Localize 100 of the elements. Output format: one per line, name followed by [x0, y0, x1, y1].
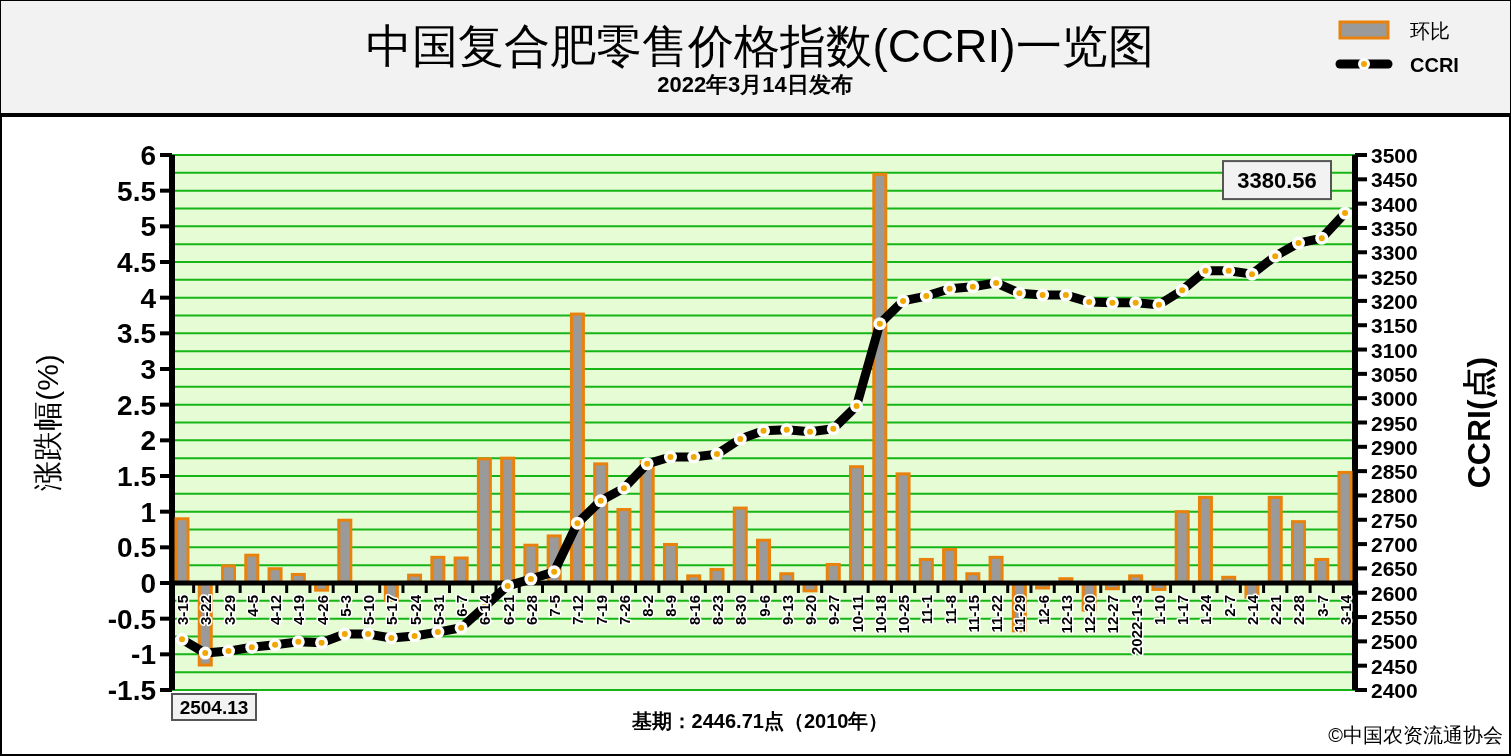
- y-tick-label: 4: [140, 282, 157, 314]
- x-tick-label: 10-11: [848, 595, 866, 633]
- x-tick-label: 7-5: [546, 595, 564, 617]
- chart-subtitle: 2022年3月14日发布: [657, 72, 853, 97]
- data-label: 2504.13: [179, 697, 249, 718]
- x-tick-label: 3-7: [1313, 595, 1331, 617]
- x-tick-label: 8-9: [662, 595, 680, 617]
- x-tick-label: 10-18: [871, 595, 889, 634]
- x-tick-label: 7-19: [592, 595, 610, 626]
- x-tick-label: 12-27: [1104, 595, 1122, 634]
- x-tick-label: 11-22: [988, 595, 1006, 633]
- x-tick-label: 6-21: [499, 595, 517, 626]
- x-tick-label: 1-24: [1197, 594, 1215, 626]
- y-tick-label: 1.5: [117, 461, 156, 492]
- data-label: 3380.56: [1237, 168, 1317, 194]
- y2-tick-label: 3350: [1371, 216, 1418, 240]
- y2-tick-label: 2400: [1371, 679, 1418, 702]
- x-tick-label: 6-14: [476, 594, 494, 626]
- x-tick-label: 8-16: [685, 595, 703, 626]
- y2-tick-label: 3100: [1371, 338, 1418, 362]
- y-tick-label: -1: [131, 639, 156, 671]
- x-tick-label: 9-20: [802, 595, 820, 626]
- text: 基期：2446.71点（2010年）: [630, 710, 889, 732]
- x-tick-label: 2-7: [1220, 595, 1238, 617]
- legend-label: 环比: [1410, 20, 1450, 42]
- y2-tick-label: 3200: [1371, 289, 1418, 313]
- x-tick-label: 3-22: [197, 595, 215, 626]
- x-tick-label: 4-19: [290, 595, 308, 626]
- x-tick-label: 2022-1-3: [1127, 595, 1145, 656]
- y-tick-label: 0.5: [117, 532, 156, 564]
- text: ©中国农资流通协会: [1328, 724, 1503, 746]
- y2-tick-label: 2550: [1371, 606, 1418, 630]
- legend-label: CCRI: [1410, 54, 1459, 76]
- x-tick-label: 5-3: [336, 595, 354, 617]
- y-tick-label: 5.5: [117, 175, 156, 207]
- y2-tick-label: 3300: [1371, 241, 1418, 265]
- x-tick-label: 2-21: [1267, 595, 1285, 626]
- x-tick-label: 9-6: [755, 595, 773, 617]
- x-tick-label: 8-2: [639, 595, 657, 617]
- y-axis-title: 涨跌幅(%): [31, 354, 64, 491]
- x-tick-label: 2-28: [1290, 595, 1308, 626]
- x-tick-label: 9-27: [825, 595, 843, 626]
- y2-tick-label: 2450: [1371, 654, 1418, 678]
- y2-tick-label: 2950: [1371, 411, 1418, 435]
- x-tick-label: 11-15: [964, 595, 982, 633]
- y-tick-label: 0: [140, 568, 156, 599]
- x-tick-label: 4-12: [267, 595, 285, 626]
- y-tick-label: 1: [140, 496, 156, 528]
- x-tick-label: 6-28: [522, 595, 540, 626]
- x-tick-label: 1-10: [1150, 595, 1168, 626]
- y2-tick-label: 2850: [1371, 460, 1418, 484]
- y2-tick-label: 3250: [1371, 265, 1418, 289]
- x-tick-label: 11-8: [941, 595, 959, 625]
- y2-tick-label: 2650: [1371, 557, 1418, 581]
- y2-tick-label: 3150: [1371, 314, 1418, 338]
- x-tick-label: 7-26: [615, 595, 633, 626]
- x-tick-label: 11-29: [1011, 595, 1029, 633]
- x-tick-label: 4-5: [243, 595, 261, 617]
- x-tick-label: 8-30: [732, 595, 750, 626]
- y2-tick-label: 3050: [1371, 362, 1418, 386]
- x-tick-label: 1-17: [1174, 595, 1192, 626]
- x-tick-label: 5-17: [383, 595, 401, 626]
- y2-tick-label: 2900: [1371, 435, 1418, 459]
- y2-tick-label: 3000: [1371, 387, 1418, 411]
- x-tick-label: 5-24: [406, 594, 424, 626]
- x-tick-label: 2-14: [1243, 594, 1261, 626]
- y-tick-label: 3: [140, 354, 156, 385]
- y-tick-label: 5: [140, 211, 156, 243]
- y2-tick-label: 2600: [1371, 581, 1418, 605]
- x-tick-label: 3-14: [1337, 594, 1354, 626]
- x-tick-label: 6-7: [453, 595, 471, 617]
- x-tick-label: 7-12: [569, 595, 587, 626]
- x-tick-label: 10-25: [895, 595, 913, 634]
- x-tick-label: 9-13: [778, 595, 796, 626]
- y-tick-label: 2: [140, 425, 156, 457]
- y-tick-label: 3.5: [117, 318, 156, 350]
- x-tick-label: 12-13: [1057, 595, 1075, 634]
- y2-axis-title: CCRI(点): [1461, 356, 1497, 489]
- x-tick-label: 5-10: [360, 595, 378, 626]
- x-tick-label: 3-15: [174, 595, 191, 626]
- y-tick-label: 2.5: [117, 389, 156, 421]
- y-tick-label: 4.5: [117, 247, 156, 278]
- y2-tick-label: 2750: [1371, 508, 1418, 532]
- y-tick-label: 6: [140, 140, 156, 171]
- x-tick-label: 12-6: [1034, 595, 1052, 626]
- y-tick-label: -1.5: [107, 675, 156, 706]
- y2-tick-label: 2500: [1371, 630, 1418, 654]
- y2-tick-label: 3450: [1371, 168, 1418, 192]
- x-tick-label: 12-20: [1081, 595, 1099, 634]
- x-tick-label: 3-29: [220, 595, 238, 626]
- x-tick-label: 4-26: [313, 595, 331, 626]
- y2-tick-label: 3400: [1371, 192, 1418, 216]
- y2-tick-label: 2700: [1371, 533, 1418, 557]
- y2-tick-label: 3500: [1371, 144, 1418, 167]
- x-tick-label: 11-1: [918, 595, 936, 625]
- x-tick-label: 5-31: [429, 595, 447, 626]
- x-tick-label: 8-23: [708, 595, 726, 626]
- chart-title: 中国复合肥零售价格指数(CCRI)一览图: [366, 20, 1154, 72]
- y-tick-label: -0.5: [107, 603, 156, 635]
- y2-tick-label: 2800: [1371, 484, 1418, 508]
